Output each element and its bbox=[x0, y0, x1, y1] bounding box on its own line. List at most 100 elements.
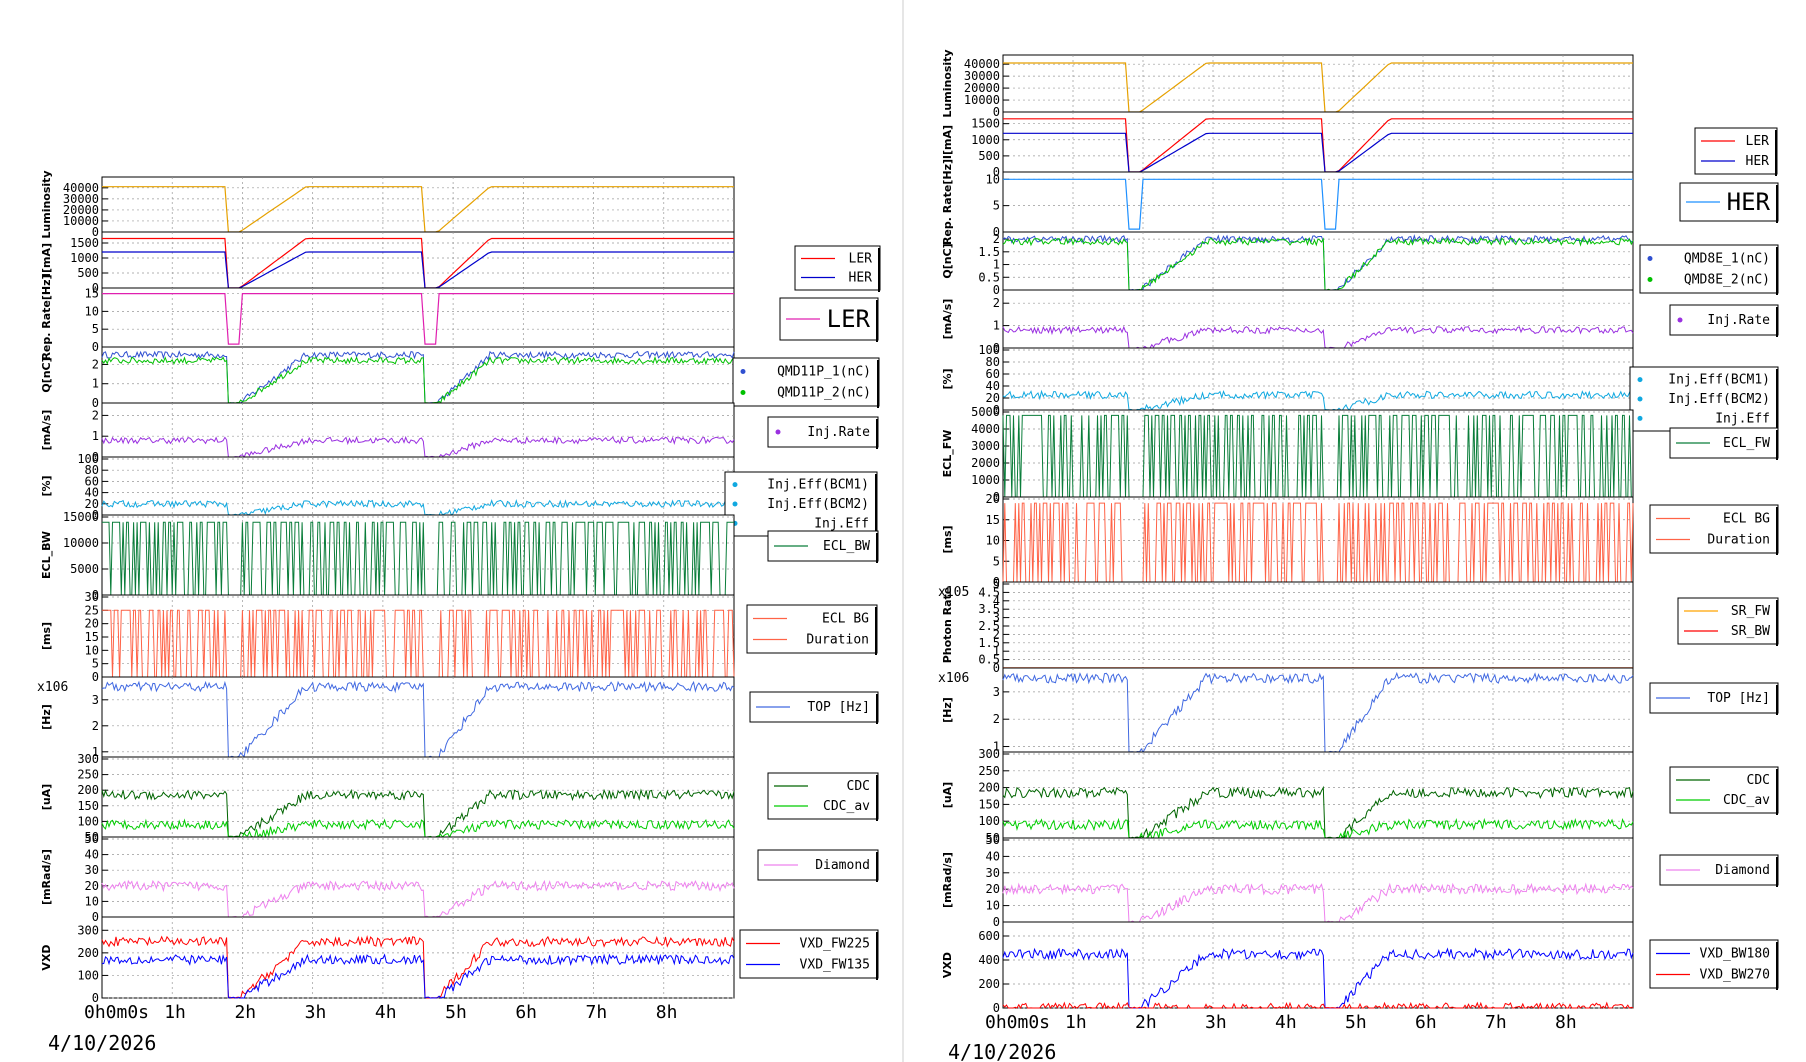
y-tick-label: 5 bbox=[993, 199, 1000, 213]
y-axis-label: Rep. Rate[Hz] bbox=[40, 274, 53, 360]
y-tick-label: 100 bbox=[77, 968, 99, 982]
series-cdc-av bbox=[101, 818, 735, 839]
legend-label: HER bbox=[1746, 154, 1770, 169]
series-vxd-fw135 bbox=[101, 935, 735, 999]
panel-frame bbox=[1002, 111, 1634, 173]
y-multiplier: x105 bbox=[938, 585, 969, 600]
y-tick-label: 100 bbox=[77, 452, 99, 466]
left-date-label: 4/10/2026 bbox=[48, 1031, 156, 1055]
legend-injrate: Inj.Rate bbox=[767, 416, 879, 449]
legend-marker bbox=[1637, 396, 1643, 402]
legend-marker bbox=[775, 429, 781, 435]
legend-label: VXD_BW180 bbox=[1700, 947, 1770, 962]
legend-marker bbox=[1647, 256, 1653, 261]
panel-frame bbox=[101, 402, 735, 458]
panel-ecl: 0 5000 10000 15000 ECL_BW bbox=[40, 510, 735, 602]
y-tick-label: 15 bbox=[85, 287, 99, 301]
panel-frame bbox=[101, 176, 735, 233]
y-tick-label: 40 bbox=[986, 379, 1000, 393]
y-tick-label: 2000 bbox=[971, 456, 1000, 470]
y-tick-label: 10 bbox=[986, 172, 1000, 186]
legend-current: LER HER bbox=[1694, 127, 1778, 176]
y-tick-label: 0 bbox=[92, 396, 99, 410]
legend-top: TOP [Hz] bbox=[749, 691, 879, 724]
series-luminosity bbox=[1003, 62, 1633, 113]
x-tick-label: 7h bbox=[586, 1002, 608, 1023]
panel-top: 1 2 3 [Hz] x106 bbox=[37, 676, 735, 759]
x-tick-label: 3h bbox=[305, 1002, 327, 1023]
x-axis-labels: 0h0m0s 1h 2h 3h 4h 5h 6h 7h 8h bbox=[84, 1002, 677, 1023]
y-tick-label: 1 bbox=[993, 258, 1000, 272]
y-tick-label: 300 bbox=[77, 923, 99, 937]
y-tick-label: 10 bbox=[85, 304, 99, 318]
y-tick-label: 20 bbox=[986, 492, 1000, 506]
legend-label: SR_BW bbox=[1731, 624, 1770, 639]
y-tick-label: 2.5 bbox=[978, 619, 1000, 633]
legend-charge: QMD8E_1(nC) QMD8E_2(nC) bbox=[1639, 244, 1779, 295]
y-tick-label: 1.5 bbox=[978, 636, 1000, 650]
y-tick-label: 150 bbox=[77, 799, 99, 813]
legend-label: ECL BG bbox=[822, 612, 869, 627]
y-tick-label: 5000 bbox=[70, 562, 99, 576]
legend-box bbox=[746, 604, 878, 654]
legend-label: Duration bbox=[806, 633, 869, 648]
x-tick-label: 8h bbox=[656, 1002, 678, 1023]
y-tick-label: 0 bbox=[92, 450, 99, 464]
y-tick-label: 5 bbox=[92, 322, 99, 336]
legend-eclbg: ECL BG Duration bbox=[1649, 504, 1779, 555]
x-tick-label: 6h bbox=[1415, 1012, 1437, 1033]
x-tick-label: 3h bbox=[1205, 1012, 1227, 1033]
series-vxd-bw270 bbox=[1002, 947, 1634, 1009]
legend-box bbox=[1649, 939, 1779, 989]
legend-label: Inj.Eff bbox=[814, 516, 869, 531]
legend-label: Inj.Eff(BCM1) bbox=[1668, 373, 1770, 388]
legend-label: ECL BG bbox=[1723, 512, 1770, 527]
series-inj-eff bbox=[101, 498, 735, 516]
y-tick-label: 15 bbox=[986, 513, 1000, 527]
y-axis-label: [mRad/s] bbox=[40, 849, 53, 905]
y-tick-label: 1 bbox=[993, 644, 1000, 658]
y-axis-label: I[mA] bbox=[40, 243, 53, 277]
legend-marker bbox=[1647, 277, 1653, 282]
panel-rep: 0 5 10 Rep. Rate[Hz] bbox=[941, 159, 1634, 245]
legend-label: TOP [Hz] bbox=[1707, 691, 1770, 706]
x-tick-label: 4h bbox=[1275, 1012, 1297, 1033]
x-tick-label: 6h bbox=[515, 1002, 537, 1023]
y-tick-label: 2 bbox=[92, 719, 99, 733]
y-tick-label: 1 bbox=[993, 319, 1000, 333]
y-tick-label: 10 bbox=[986, 534, 1000, 548]
legend-label: TOP [Hz] bbox=[807, 700, 870, 715]
legend-box bbox=[794, 245, 881, 291]
series-qmd8e-2-nc- bbox=[1002, 237, 1634, 291]
y-axis-label: VXD bbox=[40, 944, 53, 970]
panel-charge: 0 1 2 Q[nC] bbox=[40, 346, 735, 410]
series-qmd8e-1-nc- bbox=[1002, 234, 1634, 291]
x-tick-label: 5h bbox=[445, 1002, 467, 1023]
y-tick-label: 1500 bbox=[70, 236, 99, 250]
y-tick-label: 30 bbox=[986, 866, 1000, 880]
y-tick-label: 10000 bbox=[63, 214, 99, 228]
legend-marker bbox=[1677, 317, 1683, 323]
legend-label: Diamond bbox=[815, 858, 870, 873]
y-axis-label: Q[nC] bbox=[40, 357, 53, 392]
series-cdc-av bbox=[1002, 817, 1634, 840]
y-tick-label: 0 bbox=[993, 490, 1000, 504]
panel-frame bbox=[1002, 921, 1634, 1009]
y-tick-label: 100 bbox=[77, 814, 99, 828]
y-tick-label: 10000 bbox=[63, 536, 99, 550]
y-tick-label: 0 bbox=[92, 670, 99, 684]
y-axis-label: [mA/s] bbox=[40, 410, 53, 451]
y-tick-label: 0 bbox=[993, 403, 1000, 417]
x-tick-label: 2h bbox=[234, 1002, 256, 1023]
y-tick-label: 250 bbox=[978, 764, 1000, 778]
panel-frame bbox=[1002, 289, 1634, 349]
y-tick-label: 200 bbox=[978, 781, 1000, 795]
